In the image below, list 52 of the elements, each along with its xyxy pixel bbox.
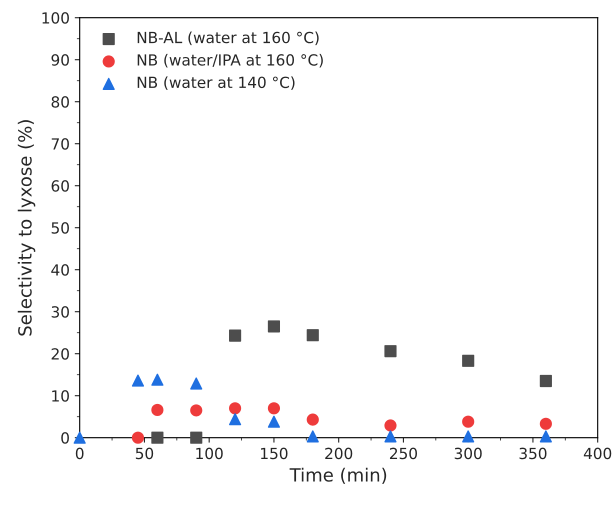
point	[306, 430, 319, 443]
x-tick-label: 0	[76, 448, 84, 460]
point	[540, 374, 552, 388]
point	[540, 430, 552, 443]
y-tick-label: 80	[52, 96, 69, 108]
point	[190, 377, 202, 390]
point	[190, 404, 202, 416]
y-tick-label: 90	[51, 54, 69, 66]
legend-label: NB-AL (water at 160 °C)	[138, 31, 319, 46]
point	[384, 419, 397, 432]
point	[229, 413, 242, 426]
point	[384, 345, 397, 358]
x-tick-label: 300	[454, 448, 482, 460]
point	[132, 374, 144, 387]
x-tick-label: 200	[325, 448, 352, 460]
point	[229, 402, 242, 414]
legend-label: NB (water/IPA at 160 °C)	[138, 54, 323, 68]
point	[268, 402, 280, 414]
y-tick-label: 50	[52, 222, 69, 234]
point	[151, 432, 164, 444]
point	[190, 432, 202, 444]
x-tick-label: 100	[196, 448, 223, 460]
point	[132, 432, 144, 444]
y-tick-label: 40	[51, 264, 69, 276]
y-tick-label: 60	[52, 180, 69, 192]
x-tick-label: 150	[261, 448, 288, 460]
x-tick-label: 350	[520, 448, 546, 460]
point	[462, 416, 474, 428]
legend-label: NB (water at 140 °C)	[138, 76, 295, 90]
point	[151, 404, 164, 416]
y-tick-label: 0	[61, 432, 69, 444]
x-tick-label: 400	[584, 448, 612, 460]
x-tick-label: 250	[390, 448, 417, 460]
point	[540, 418, 552, 430]
point	[384, 430, 397, 443]
y-tick-label: 20	[52, 348, 69, 360]
y-tick-label: 30	[52, 306, 69, 318]
point	[462, 430, 474, 443]
point	[462, 354, 474, 367]
point	[306, 414, 319, 426]
point	[268, 320, 280, 332]
x-axis-title: Time (min)	[290, 468, 386, 484]
y-tick-label: 70	[52, 138, 69, 150]
point	[268, 416, 280, 428]
y-axis-title: Selectivity to lyxose (%)	[18, 120, 36, 336]
point	[74, 432, 86, 444]
x-tick-label: 50	[136, 448, 154, 460]
point	[151, 374, 164, 386]
y-tick-label: 10	[52, 390, 69, 402]
y-tick-label: 100	[42, 12, 69, 24]
point	[306, 329, 319, 342]
point	[229, 330, 242, 342]
